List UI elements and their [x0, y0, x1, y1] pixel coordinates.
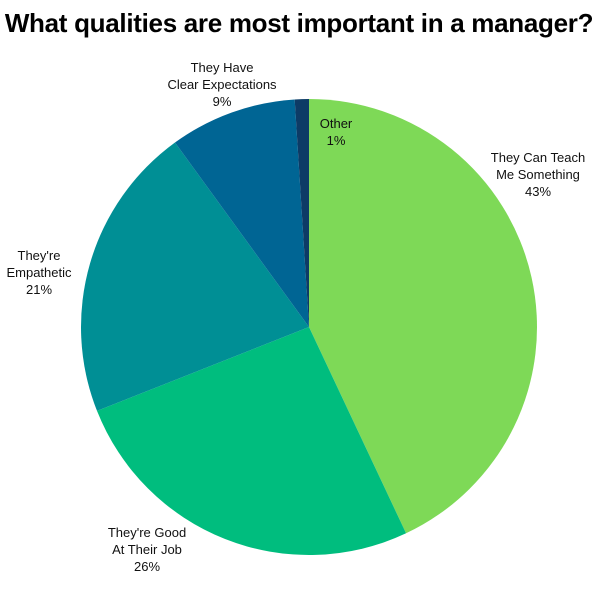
slice-value-label: 1%	[327, 133, 346, 148]
pie-slice-4	[294, 99, 309, 327]
slice-label-4: Other 1%	[320, 116, 353, 148]
pie-slice-0	[309, 99, 537, 534]
pie-slice-2	[80, 142, 310, 411]
slice-label-line: Me Something	[496, 167, 580, 182]
slice-label-line: Clear Expectations	[167, 77, 277, 92]
slice-label-3: They Have Clear Expectations 9%	[167, 60, 277, 109]
slice-label-line: They're	[18, 248, 61, 263]
slice-value-label: 26%	[134, 559, 160, 574]
slice-value-label: 21%	[26, 282, 52, 297]
slice-label-line: They Have	[191, 60, 254, 75]
slice-label-line: At Their Job	[112, 542, 182, 557]
slice-value-label: 43%	[525, 184, 551, 199]
pie-slice-3	[174, 99, 309, 327]
slice-label-line: They Can Teach	[491, 150, 585, 165]
slice-label-1: They're Good At Their Job 26%	[108, 525, 186, 574]
slice-value-label: 9%	[213, 94, 232, 109]
pie-slice-1	[97, 327, 407, 555]
slice-label-line: Other	[320, 116, 353, 131]
chart-title: What qualities are most important in a m…	[4, 8, 594, 38]
slice-label-line: Empathetic	[6, 265, 72, 280]
slice-label-line: They're Good	[108, 525, 186, 540]
slice-label-2: They're Empathetic 21%	[6, 248, 72, 297]
slice-label-0: They Can Teach Me Something 43%	[491, 150, 585, 199]
